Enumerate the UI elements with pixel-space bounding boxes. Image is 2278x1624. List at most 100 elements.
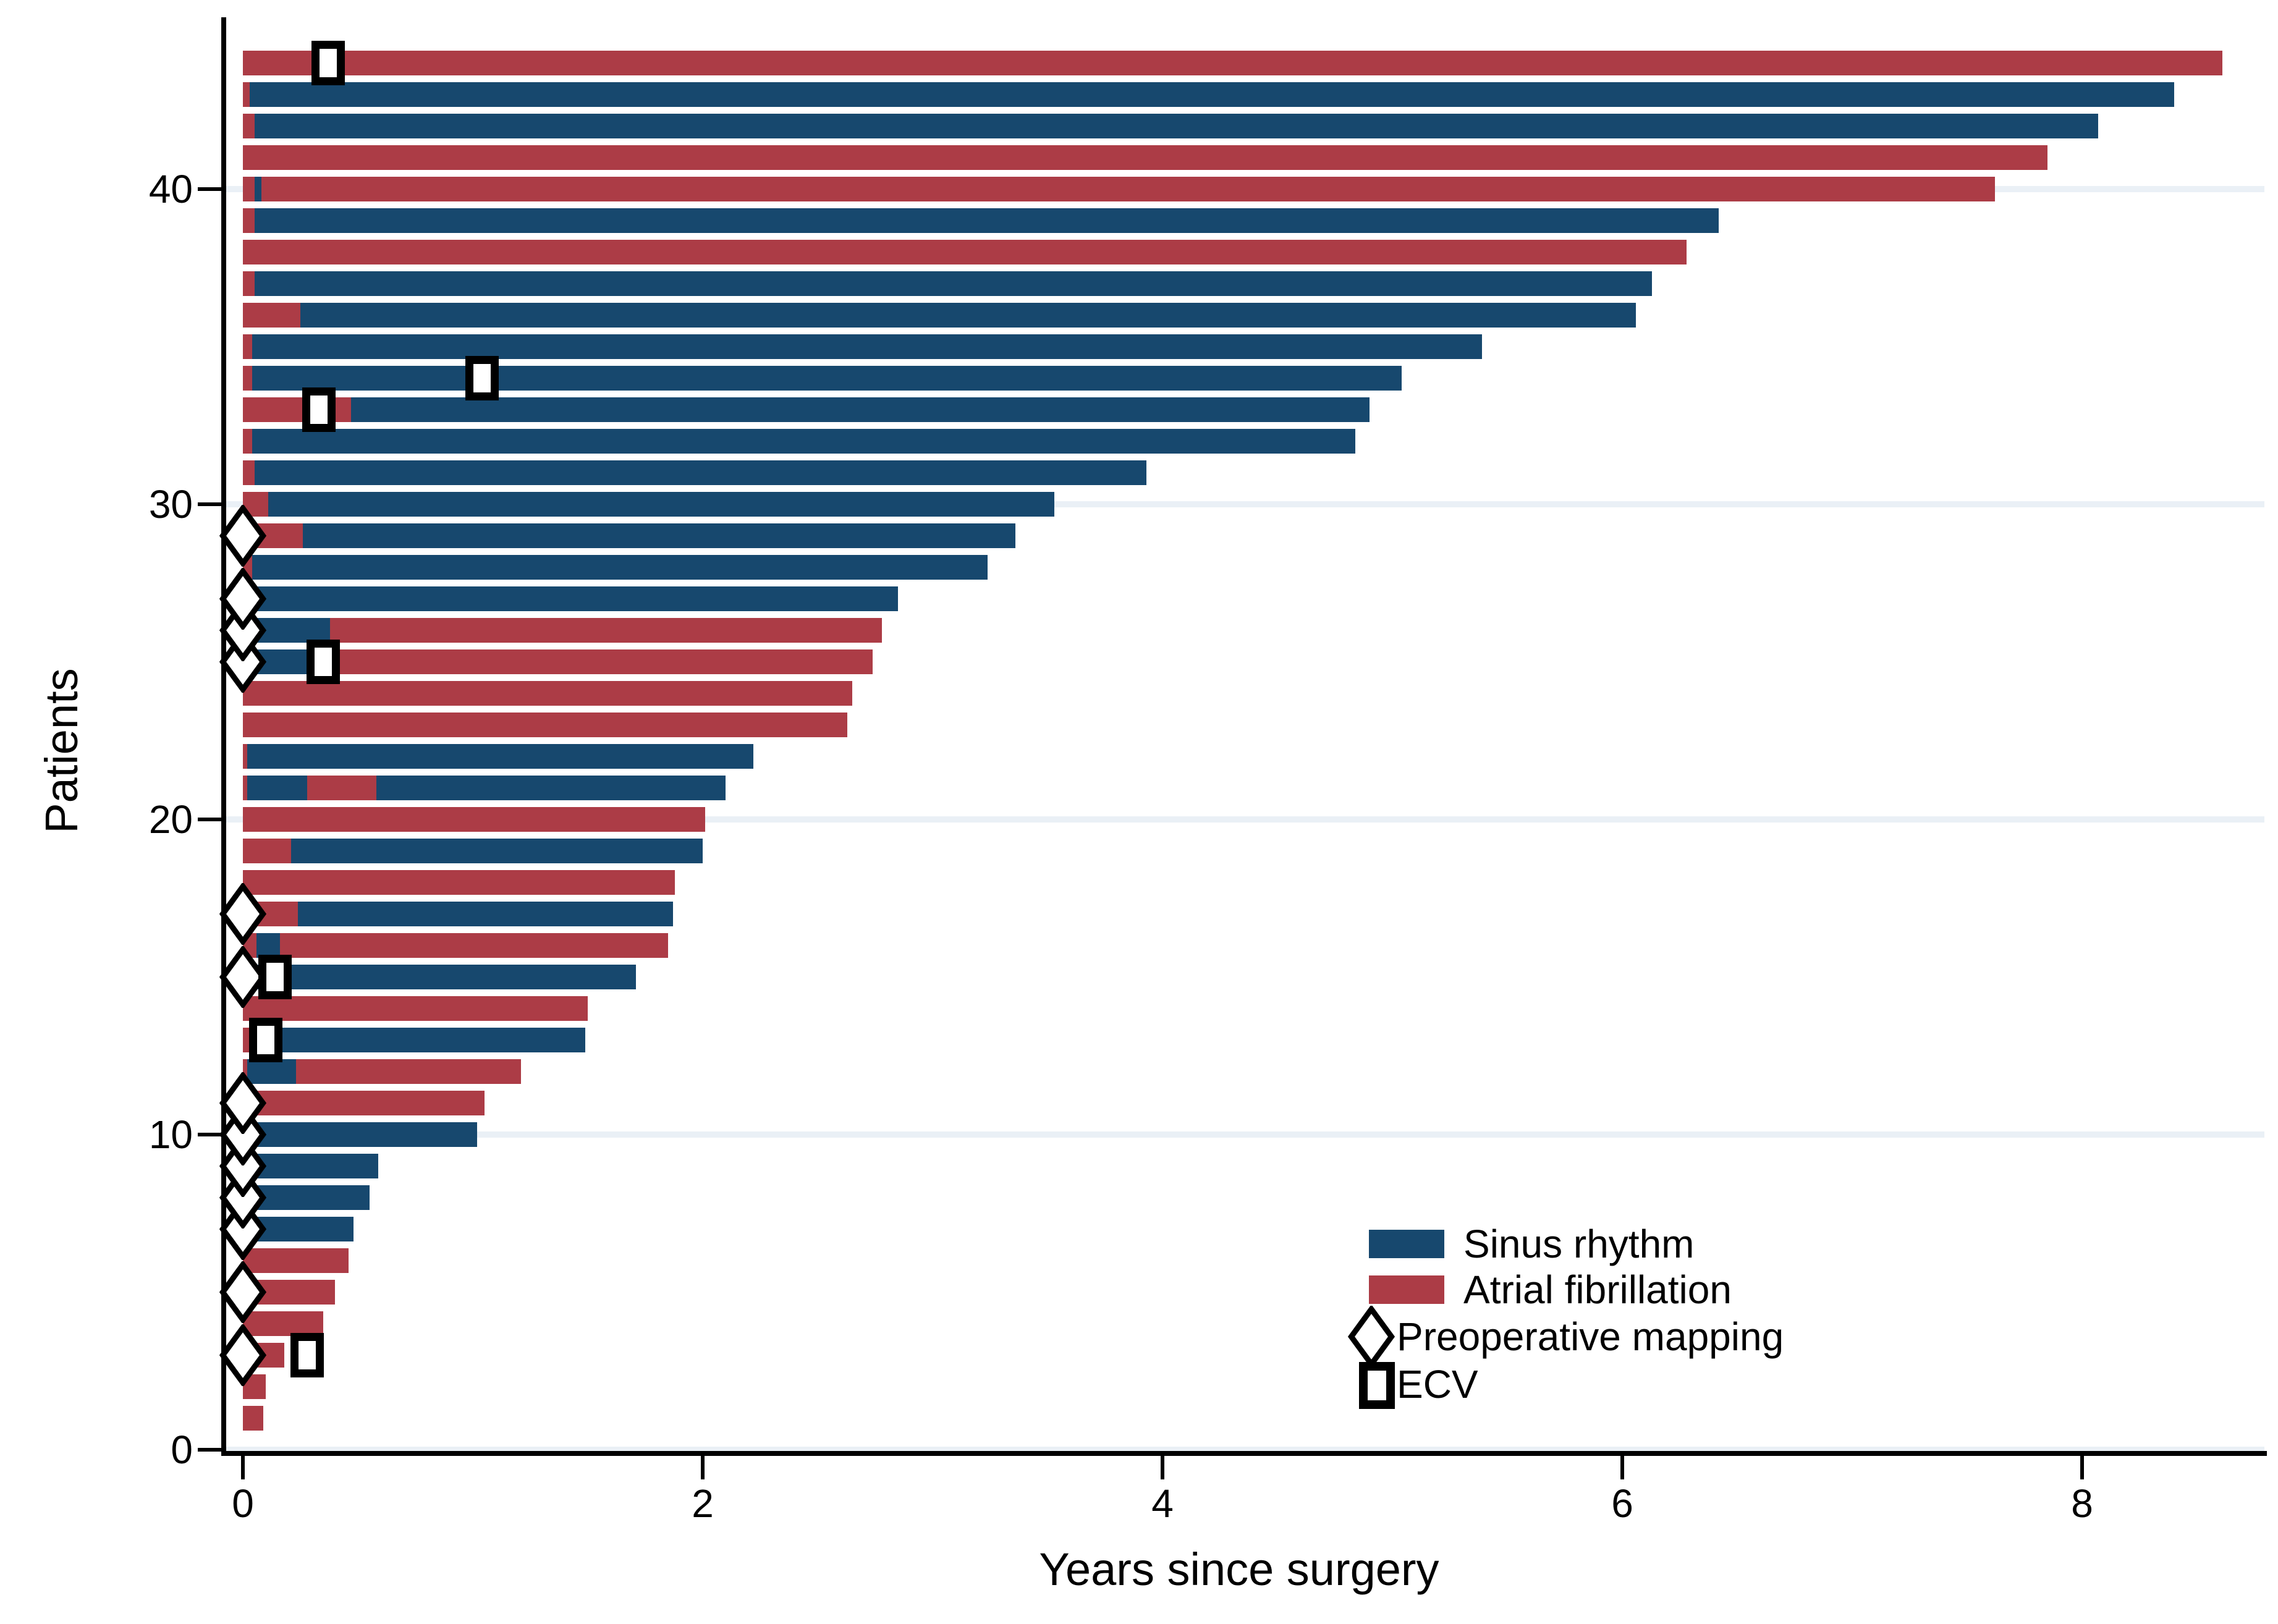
patient-42-segment-sinus	[254, 114, 2099, 138]
patient-19-segment-af	[243, 839, 292, 863]
square-icon	[1358, 1361, 1395, 1413]
preoperative-mapping-icon	[219, 881, 267, 948]
patient-38-segment-af	[243, 240, 1687, 264]
patient-12-segment-af	[243, 1059, 248, 1084]
patient-6-segment-af	[243, 1248, 349, 1273]
ecv-icon	[248, 1017, 283, 1066]
patient-15-segment-sinus	[254, 965, 637, 989]
patient-42-segment-af	[243, 114, 255, 138]
patient-16-segment-af	[279, 933, 669, 958]
patient-34-segment-sinus	[252, 366, 1402, 391]
y-tick-20	[198, 818, 221, 821]
preoperative-mapping-icon	[219, 566, 267, 633]
x-tick-label-6: 6	[1611, 1481, 1633, 1526]
patient-31-segment-sinus	[254, 460, 1146, 485]
ecv-icon	[302, 387, 336, 436]
patient-31-segment-af	[243, 460, 255, 485]
patient-18-segment-af	[243, 870, 675, 895]
y-tick-40	[198, 187, 221, 191]
x-tick-6	[1620, 1456, 1624, 1479]
x-axis-title: Years since surgery	[1039, 1544, 1439, 1595]
patient-32-segment-af	[243, 429, 252, 454]
patient-16-segment-sinus	[256, 933, 280, 958]
patient-14-segment-af	[243, 996, 588, 1021]
patient-39-segment-sinus	[254, 208, 1719, 233]
patient-36-segment-af	[243, 303, 300, 328]
patient-43-segment-sinus	[250, 82, 2174, 107]
ecv-icon	[290, 1332, 324, 1381]
y-tick-label-10: 10	[148, 1112, 193, 1157]
patient-20-segment-af	[243, 807, 705, 832]
preoperative-mapping-icon	[219, 944, 267, 1011]
patient-32-segment-sinus	[252, 429, 1356, 454]
y-tick-label-20: 20	[148, 797, 193, 842]
patient-40-segment-af	[243, 177, 255, 201]
patient-4-segment-af	[243, 1311, 324, 1336]
patient-19-segment-sinus	[291, 839, 703, 863]
preoperative-mapping-icon	[219, 1322, 267, 1389]
y-gridline-20	[224, 816, 2264, 823]
legend-label-preoperative-mapping: Preoperative mapping	[1397, 1314, 1784, 1359]
patient-17-segment-sinus	[298, 902, 673, 926]
patient-28-segment-sinus	[252, 555, 988, 580]
y-tick-label-30: 30	[148, 482, 193, 527]
patient-37-segment-sinus	[254, 271, 1653, 296]
x-tick-label-0: 0	[232, 1481, 254, 1526]
y-tick-0	[198, 1448, 221, 1452]
patient-22-segment-sinus	[247, 744, 753, 769]
patient-40-segment-sinus	[254, 177, 261, 201]
patient-22-segment-af	[243, 744, 248, 769]
patient-36-segment-sinus	[300, 303, 1637, 328]
y-tick-label-40: 40	[148, 167, 193, 211]
legend-label-ecv: ECV	[1397, 1362, 1478, 1406]
patient-1-segment-af	[243, 1406, 264, 1431]
x-tick-label-4: 4	[1151, 1481, 1174, 1526]
patient-21-segment-sinus	[247, 776, 308, 800]
patient-24-segment-af	[243, 681, 852, 706]
legend-label-atrial-fibrillation: Atrial fibrillation	[1463, 1267, 1732, 1312]
patient-21-segment-af	[307, 776, 376, 800]
y-gridline-30	[224, 501, 2264, 507]
patient-25-segment-af	[307, 649, 873, 674]
y-tick-label-0: 0	[171, 1427, 193, 1472]
x-tick-label-2: 2	[692, 1481, 714, 1526]
x-tick-2	[701, 1456, 705, 1479]
preoperative-mapping-icon	[219, 1259, 267, 1326]
preoperative-mapping-icon	[219, 503, 267, 570]
ecv-icon	[465, 355, 499, 404]
x-axis-line	[221, 1451, 2267, 1456]
x-tick-label-8: 8	[2071, 1481, 2093, 1526]
ecv-icon	[258, 954, 292, 1003]
patient-11-segment-af	[243, 1091, 485, 1115]
patient-26-segment-af	[330, 618, 883, 643]
patient-23-segment-af	[243, 713, 848, 737]
x-tick-4	[1161, 1456, 1164, 1479]
y-tick-30	[198, 502, 221, 506]
patient-30-segment-sinus	[268, 492, 1055, 517]
sinus-rhythm-swatch	[1369, 1230, 1444, 1258]
y-gridline-10	[224, 1131, 2264, 1138]
x-tick-8	[2080, 1456, 2084, 1479]
preoperative-mapping-icon	[219, 1070, 267, 1137]
patient-44-segment-af	[243, 51, 2222, 75]
patient-27-segment-sinus	[243, 586, 899, 611]
patient-13-segment-sinus	[252, 1028, 586, 1052]
patient-12-segment-sinus	[247, 1059, 296, 1084]
y-axis-line	[221, 17, 226, 1456]
y-tick-10	[198, 1133, 221, 1136]
patient-29-segment-sinus	[302, 523, 1015, 548]
patient-35-segment-af	[243, 334, 252, 359]
legend-label-sinus-rhythm: Sinus rhythm	[1463, 1222, 1695, 1266]
atrial-fibrillation-swatch	[1369, 1275, 1444, 1304]
x-tick-0	[241, 1456, 245, 1479]
patient-35-segment-sinus	[252, 334, 1483, 359]
y-axis-title: Patients	[36, 668, 87, 834]
patient-34-segment-af	[243, 366, 252, 391]
y-gridline-0	[224, 1447, 2264, 1453]
patient-33-segment-sinus	[350, 397, 1370, 422]
patient-41-segment-af	[243, 145, 2048, 170]
ecv-icon	[306, 639, 341, 688]
patient-21-segment-sinus	[376, 776, 726, 800]
